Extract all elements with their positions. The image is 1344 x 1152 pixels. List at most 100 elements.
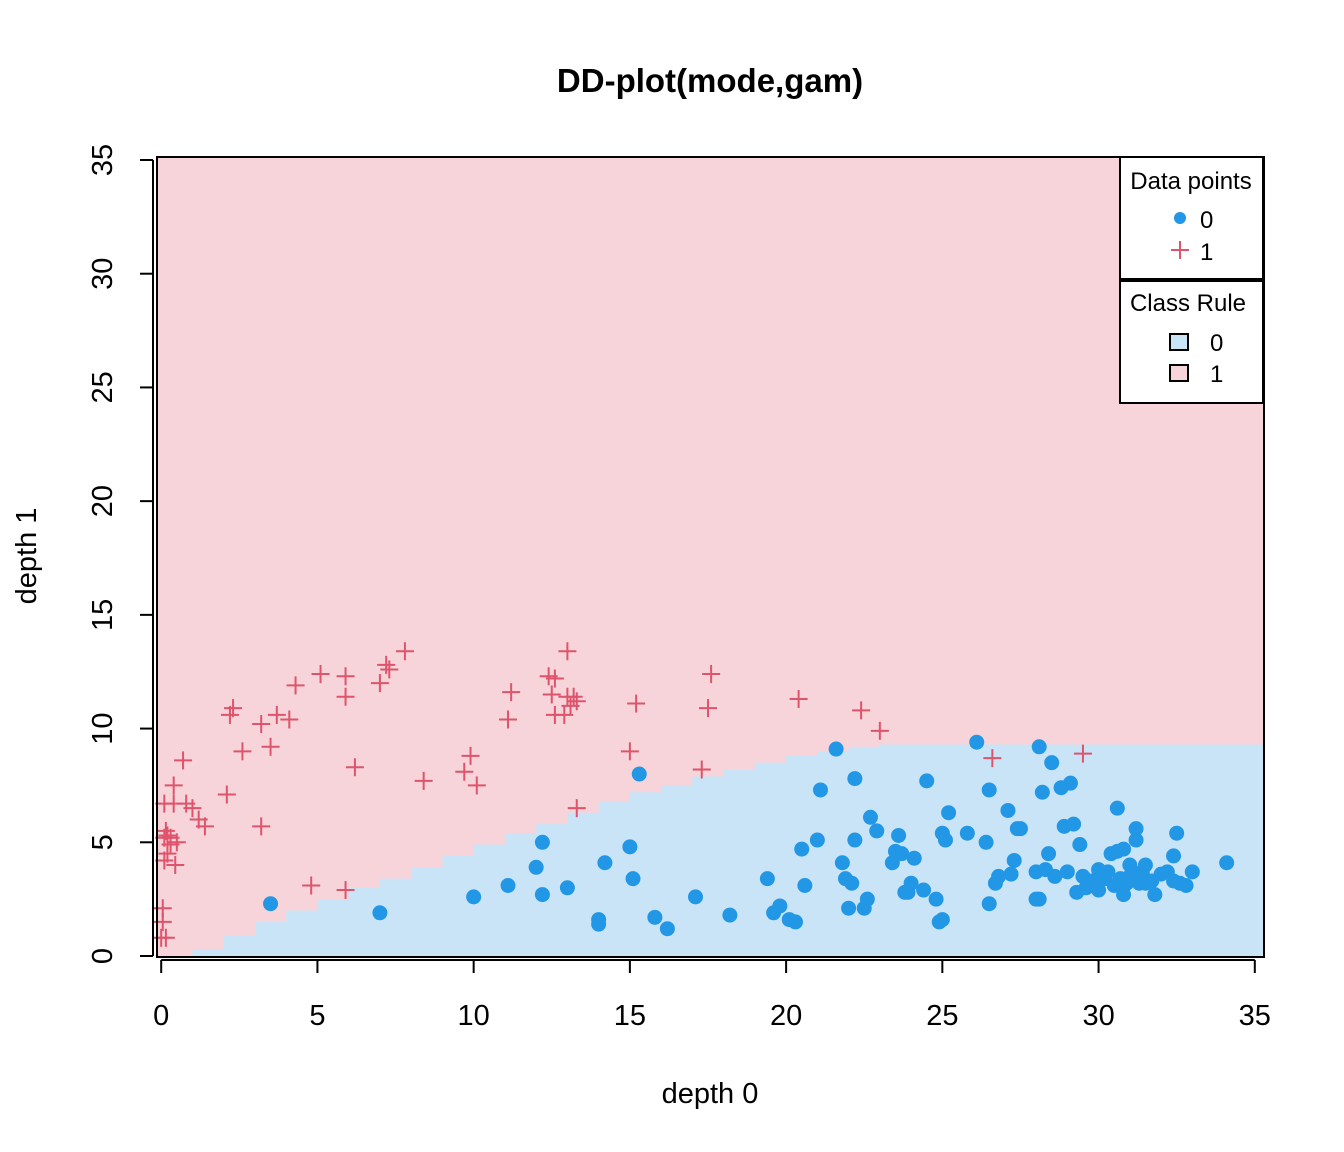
class-0-point: [1128, 832, 1144, 848]
class-1-point: [870, 721, 889, 740]
class-0-point: [1003, 866, 1019, 882]
class-0-point: [847, 771, 863, 787]
class-0-point: [1169, 825, 1185, 841]
class-0-point: [991, 868, 1007, 884]
class-0-point: [859, 891, 875, 907]
legend-class-rule-label-1: 1: [1210, 361, 1223, 388]
x-tick-label: 15: [614, 1000, 646, 1032]
legend-data-points: Data points 0 1: [1119, 156, 1264, 280]
class-1-point: [627, 694, 646, 713]
legend-class-rule-label-0: 0: [1210, 330, 1223, 357]
class-1-point: [252, 715, 271, 734]
class-1-point: [370, 674, 389, 693]
class-0-point: [1219, 855, 1235, 871]
class-0-point: [372, 905, 388, 921]
class-1-point: [224, 699, 243, 718]
class-0-point: [869, 823, 885, 839]
x-tick-label: 0: [153, 1000, 169, 1032]
class-0-point: [847, 832, 863, 848]
class-1-point: [183, 799, 202, 818]
class-0-point: [969, 734, 985, 750]
class-1-point: [620, 742, 639, 761]
class-0-point: [884, 855, 900, 871]
class-0-point: [1041, 846, 1057, 862]
class-1-point: [467, 776, 486, 795]
class-0-point: [919, 773, 935, 789]
class-0-point: [688, 889, 704, 905]
class-0-point: [647, 909, 663, 925]
class-1-point: [852, 701, 871, 720]
class-0-point: [597, 855, 613, 871]
class-0-point: [591, 912, 607, 928]
class-0-point: [1184, 864, 1200, 880]
class-0-point: [1006, 852, 1022, 868]
y-tick-label: 0: [87, 948, 119, 964]
class-1-point: [195, 817, 214, 836]
x-tick-label: 25: [926, 1000, 958, 1032]
class-0-point: [862, 809, 878, 825]
legend-class-rule-box: [1119, 280, 1264, 404]
plot-area: [152, 156, 1265, 958]
class-0-point: [1147, 887, 1163, 903]
x-axis: 0 5 10 15 20 25 30 35: [153, 959, 1271, 1032]
class-0-point: [894, 846, 910, 862]
class-0-point: [891, 827, 907, 843]
class-0-point: [500, 877, 516, 893]
class-0-point: [981, 896, 997, 912]
class-1-point: [345, 758, 364, 777]
legend-class-0-swatch-icon: [1169, 333, 1189, 351]
y-tick-label: 5: [87, 834, 119, 850]
y-tick-label: 20: [87, 485, 119, 517]
class-0-point: [1128, 821, 1144, 837]
class-0-point: [534, 887, 550, 903]
class-1-point: [542, 685, 561, 704]
class-1-point: [564, 687, 583, 706]
class-0-point: [906, 850, 922, 866]
class-0-point: [978, 834, 994, 850]
class-0-point: [772, 898, 788, 914]
class-1-point: [567, 799, 586, 818]
class-0-point: [928, 891, 944, 907]
class-1-point: [311, 664, 330, 683]
class-1-point: [158, 844, 177, 863]
class-0-point: [787, 914, 803, 930]
x-axis-label: depth 0: [662, 1078, 759, 1110]
class-0-point: [1047, 868, 1063, 884]
y-axis: 0 5 10 15 20 25 30 35: [87, 144, 154, 964]
class-0-point: [1091, 882, 1107, 898]
class-0-point: [1000, 802, 1016, 818]
legend-data-points-label-1: 1: [1200, 239, 1213, 266]
y-tick-label: 25: [87, 371, 119, 403]
class-1-point: [158, 826, 177, 845]
legend-class-0-dot-icon: [1174, 212, 1186, 224]
class-0-point: [1122, 857, 1138, 873]
legend-class-1-swatch-icon: [1169, 364, 1189, 382]
class-1-point: [499, 710, 518, 729]
class-0-point: [1031, 739, 1047, 755]
legend-data-points-box: [1119, 156, 1264, 280]
class-1-point: [555, 705, 574, 724]
class-0-point: [841, 900, 857, 916]
y-axis-label: depth 1: [11, 508, 43, 605]
x-tick-label: 30: [1082, 1000, 1114, 1032]
class-0-point: [534, 834, 550, 850]
class-0-point: [834, 855, 850, 871]
class-1-point: [280, 710, 299, 729]
class-1-point: [302, 876, 321, 895]
class-1-point: [502, 683, 521, 702]
class-0-point: [466, 889, 482, 905]
class-0-point: [625, 871, 641, 887]
class-0-point: [903, 875, 919, 891]
class-1-point: [414, 771, 433, 790]
class-0-point: [1137, 857, 1153, 873]
class-0-point: [722, 907, 738, 923]
class-1-point: [702, 664, 721, 683]
plot-frame: [156, 156, 1265, 958]
class-0-point: [794, 841, 810, 857]
class-1-point: [252, 817, 271, 836]
class-0-point: [622, 839, 638, 855]
class-0-point: [1100, 864, 1116, 880]
class-1-point: [461, 746, 480, 765]
class-0-point: [1031, 891, 1047, 907]
